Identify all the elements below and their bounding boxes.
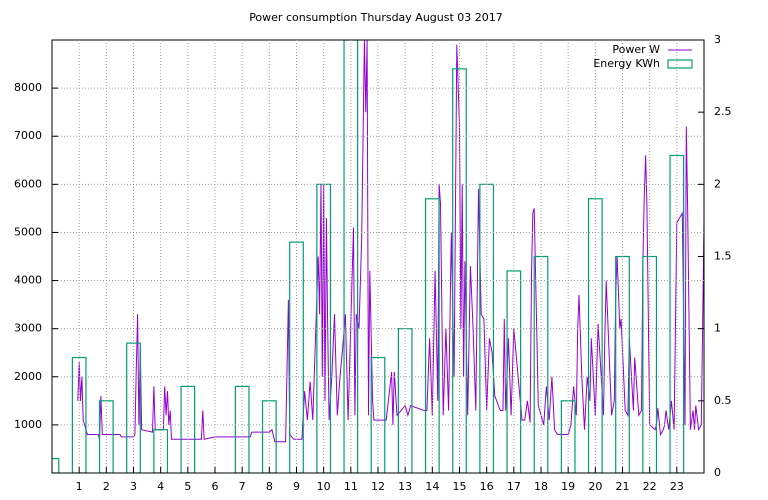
energy-box [343,40,359,473]
x-tick-label: 20 [588,480,602,493]
y-tick-label: 4000 [14,274,42,287]
y-tick-label: 8000 [14,81,42,94]
x-tick-label: 15 [453,480,467,493]
x-tick-label: 19 [561,480,575,493]
y-tick-label: 7000 [14,129,42,142]
x-tick-label: 8 [266,480,273,493]
y2-tick-label: 2.5 [714,105,732,118]
x-tick-label: 23 [670,480,684,493]
y-tick-label: 5000 [14,225,42,238]
x-tick-label: 14 [425,480,439,493]
x-tick-label: 22 [643,480,657,493]
y-tick-label: 6000 [14,177,42,190]
legend-swatch [667,59,693,69]
y2-tick-label: 0 [714,466,721,479]
y2-tick-label: 0.5 [714,394,732,407]
energy-box [52,457,60,473]
x-tick-label: 3 [130,480,137,493]
y2-tick-label: 1.5 [714,250,732,263]
x-tick-label: 11 [344,480,358,493]
x-tick-label: 9 [293,480,300,493]
legend-label: Power W [612,43,660,56]
x-tick-label: 2 [103,480,110,493]
y2-tick-label: 3 [714,33,721,46]
chart-title: Power consumption Thursday August 03 201… [249,11,503,24]
energy-box [452,68,467,473]
x-tick-label: 6 [212,480,219,493]
x-tick-label: 1 [76,480,83,493]
y-tick-label: 3000 [14,322,42,335]
x-tick-label: 13 [398,480,412,493]
energy-box [587,198,603,473]
x-tick-label: 16 [480,480,494,493]
x-tick-label: 21 [616,480,630,493]
x-tick-label: 12 [371,480,385,493]
y2-tick-label: 2 [714,177,721,190]
energy-box [153,429,169,473]
x-tick-label: 17 [507,480,521,493]
power-line [77,40,704,443]
y-tick-label: 1000 [14,418,42,431]
x-tick-label: 10 [317,480,331,493]
y-tick-label: 2000 [14,370,42,383]
legend-label: Energy KWh [593,57,660,70]
energy-box [424,198,440,473]
x-tick-label: 5 [184,480,191,493]
x-tick-label: 4 [157,480,164,493]
energy-box [289,241,304,473]
x-tick-label: 7 [239,480,246,493]
y2-tick-label: 1 [714,322,721,335]
x-tick-label: 18 [534,480,548,493]
